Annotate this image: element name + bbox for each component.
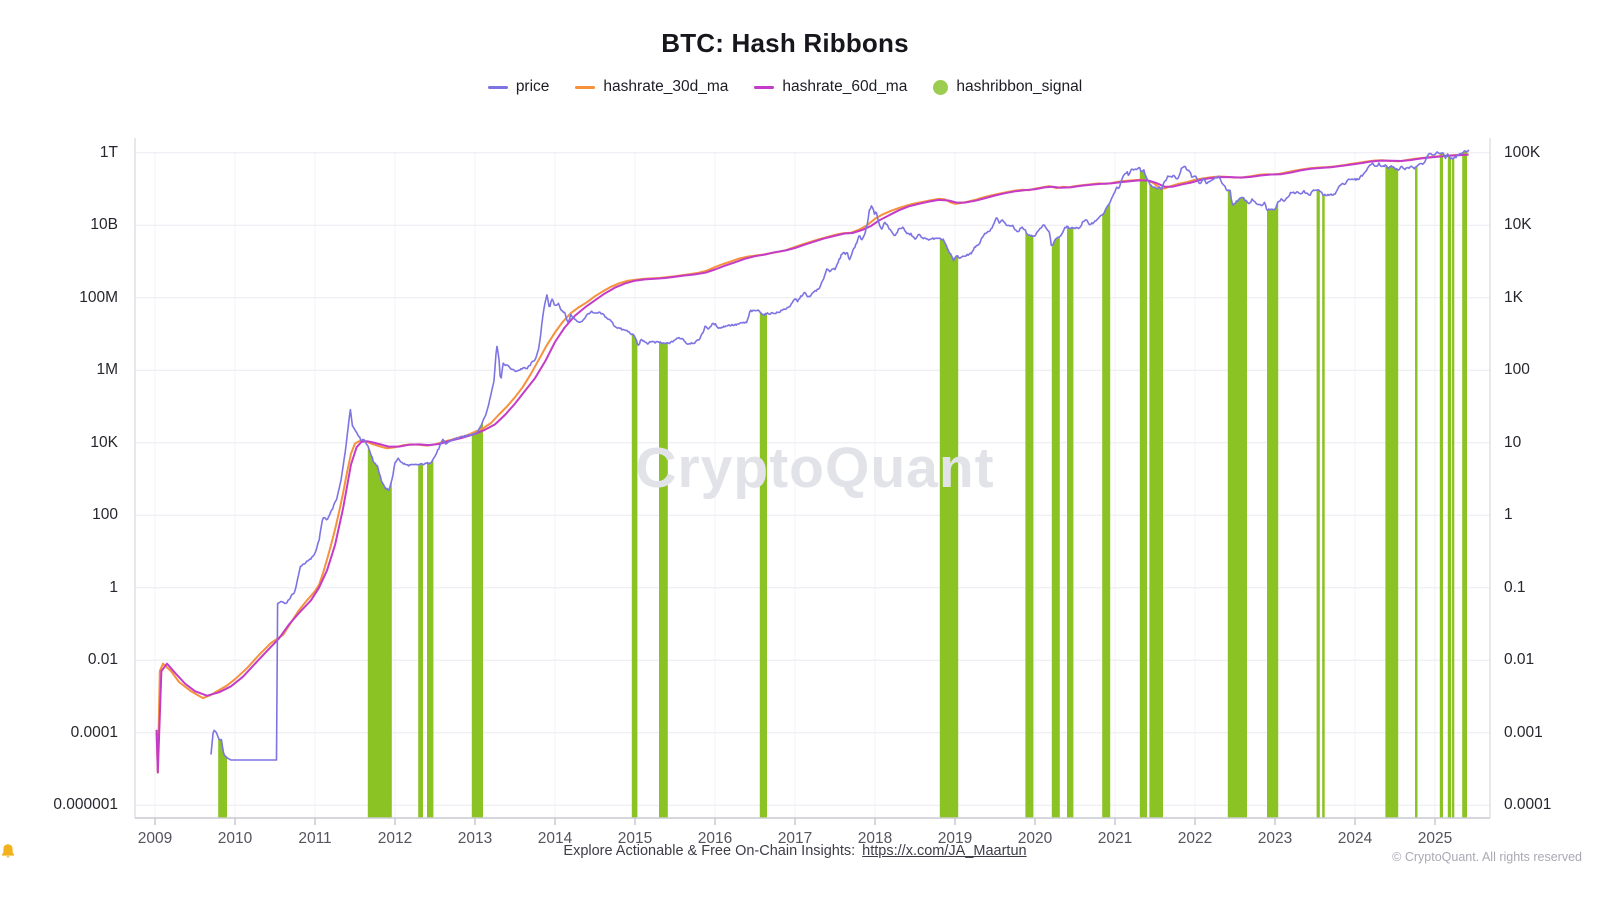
x-axis-tick-label: 2010 [217, 830, 253, 847]
legend-label: hashrate_30d_ma [603, 78, 729, 95]
y-axis-left-tick-label: 0.000001 [53, 796, 118, 814]
x-axis-tick-label: 2011 [298, 830, 332, 847]
footer: Explore Actionable & Free On-Chain Insig… [0, 843, 1590, 859]
y-axis-left-tick-label: 100M [79, 288, 118, 306]
x-axis-tick-label: 2024 [1337, 830, 1373, 847]
y-axis-left-tick-label: 10B [90, 216, 118, 234]
y-axis-right-tick-label: 1 [1504, 506, 1513, 524]
legend-item-price[interactable]: price [487, 78, 550, 96]
legend-item-hashrate-60d-ma[interactable]: hashrate_60d_ma [754, 78, 907, 96]
y-axis-right-tick-label: 10 [1504, 433, 1522, 451]
y-axis-right-tick-label: 0.1 [1504, 578, 1526, 596]
legend: price hashrate_30d_ma hashrate_60d_ma ha… [0, 78, 1570, 96]
x-axis-tick-label: 2018 [857, 830, 893, 847]
y-axis-left-tick-label: 100 [92, 506, 118, 524]
y-axis-left-tick-label: 0.01 [87, 651, 118, 669]
x-axis-tick-label: 2016 [697, 830, 733, 847]
legend-item-hashribbon-signal[interactable]: hashribbon_signal [933, 78, 1082, 96]
x-axis-tick-label: 2021 [1097, 830, 1133, 847]
legend-label: hashribbon_signal [956, 78, 1083, 95]
legend-label: price [515, 78, 550, 95]
y-axis-left-tick-label: 0.0001 [70, 723, 118, 741]
signal-dot-swatch-icon [933, 79, 949, 95]
y-axis-right-tick-label: 0.0001 [1504, 796, 1552, 814]
x-axis-tick-label: 2020 [1017, 830, 1053, 847]
footer-link[interactable]: https://x.com/JA_Maartun [862, 843, 1027, 859]
y-axis-left-tick-label: 10K [90, 433, 118, 451]
x-axis-tick-label: 2022 [1177, 830, 1213, 847]
y-axis-left-tick-label: 1 [109, 578, 118, 596]
x-axis-tick-label: 2009 [137, 830, 173, 847]
y-axis-right-tick-label: 10K [1504, 216, 1532, 234]
footer-text: Explore Actionable & Free On-Chain Insig… [563, 843, 856, 859]
y-axis-right-tick-label: 0.001 [1504, 723, 1543, 741]
price-line-swatch-icon [487, 85, 508, 89]
y-axis-right-tick-label: 100K [1504, 143, 1541, 161]
x-axis-tick-label: 2012 [377, 830, 413, 847]
y-axis-left-tick-label: 1T [99, 143, 118, 161]
bell-icon [1, 844, 15, 858]
y-axis-right-tick-label: 1K [1504, 288, 1523, 306]
hashrate-60d-line-swatch-icon [754, 85, 775, 89]
legend-item-hashrate-30d-ma[interactable]: hashrate_30d_ma [575, 78, 728, 96]
y-axis-right-tick-label: 0.01 [1504, 651, 1535, 669]
hashrate-30d-line-swatch-icon [575, 85, 596, 89]
x-axis-tick-label: 2017 [777, 830, 813, 847]
y-axis-left-tick-label: 1M [96, 361, 118, 379]
x-axis-tick-label: 2014 [537, 830, 573, 847]
x-axis-tick-label: 2025 [1417, 830, 1453, 847]
x-axis-tick-label: 2015 [617, 830, 653, 847]
x-axis-tick-label: 2019 [937, 830, 973, 847]
x-axis-tick-label: 2013 [457, 830, 493, 847]
legend-label: hashrate_60d_ma [782, 78, 908, 95]
page-title: BTC: Hash Ribbons [661, 28, 909, 58]
copyright-notice: © CryptoQuant. All rights reserved [1392, 850, 1582, 864]
y-axis-right-tick-label: 100 [1504, 361, 1530, 379]
x-axis-tick-label: 2023 [1257, 830, 1293, 847]
